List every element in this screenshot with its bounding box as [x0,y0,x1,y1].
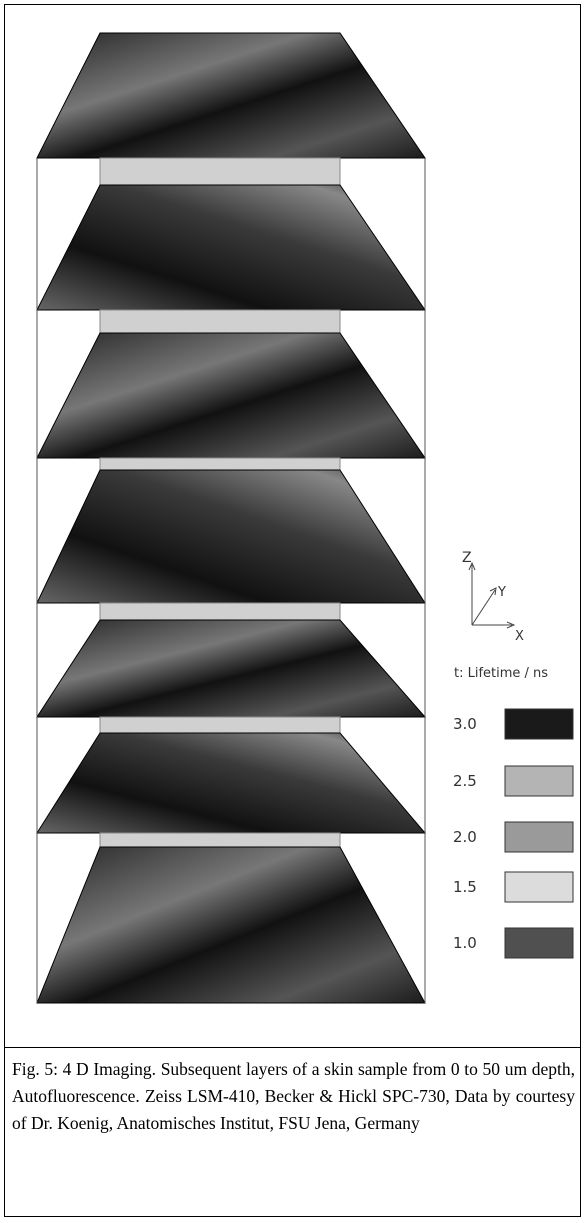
spacer [100,833,340,847]
layers-figure: Z Y X t: Lifetime / ns 3.0 2.5 2.0 1.5 1.0 [0,0,587,1045]
image-slice [37,333,425,458]
legend-label: 3.0 [453,715,477,733]
legend-swatch [505,928,573,958]
legend-swatch [505,709,573,739]
spacer [100,458,340,470]
legend-swatch [505,872,573,902]
image-slice [37,33,425,158]
image-slice [37,470,425,603]
legend-swatch [505,822,573,852]
legend-swatch [505,766,573,796]
axis-label: X [515,629,524,644]
legend-label: 2.5 [453,772,477,790]
axis-label: Z [462,550,472,566]
legend-title: t: Lifetime / ns [454,666,548,681]
figure: Z Y X t: Lifetime / ns 3.0 2.5 2.0 1.5 1.0 F… [0,0,587,1223]
spacer [100,603,340,620]
legend-label: 1.5 [453,878,477,896]
legend-label: 1.0 [453,934,477,952]
spacer [100,717,340,733]
image-slice [37,847,425,1003]
spacer [100,310,340,333]
axis-label: Y [497,585,506,600]
image-slice [37,733,425,833]
axis-icon [469,563,514,628]
spacer [100,158,340,185]
caption: Fig. 5: 4 D Imaging. Subsequent layers o… [4,1047,581,1217]
image-slice [37,620,425,717]
image-slice [37,185,425,310]
legend-label: 2.0 [453,828,477,846]
